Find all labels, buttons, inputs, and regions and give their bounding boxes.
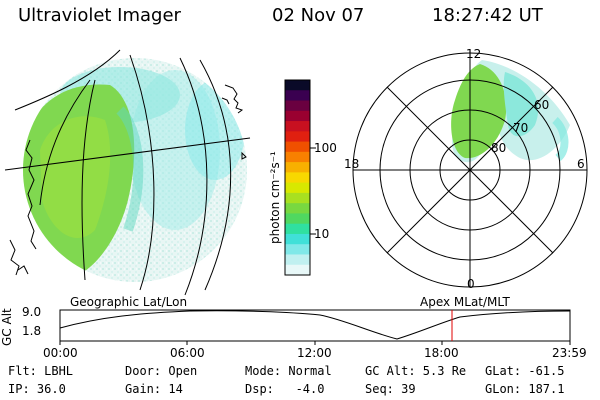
mlt-12-label: 12 xyxy=(466,47,481,61)
apex-label: Apex MLat/MLT xyxy=(420,295,510,309)
color-bar-gradient xyxy=(285,80,310,276)
status-glon: GLon: 187.1 xyxy=(485,382,565,396)
status-dsp: Dsp: -4.0 xyxy=(245,382,325,396)
color-bar-stripe xyxy=(285,172,310,184)
color-bar-stripe xyxy=(285,141,310,153)
polar-plot: 12 18 6 0 60 70 80 xyxy=(344,47,588,291)
color-bar-stripe xyxy=(285,121,310,132)
status-glat: GLat: -61.5 xyxy=(485,364,565,378)
status-seq: Seq: 39 xyxy=(365,382,416,396)
date-label: 02 Nov 07 xyxy=(272,5,365,26)
gc-alt-axis-label: GC Alt xyxy=(0,308,14,346)
colorbar-tick-100: 100 xyxy=(314,141,337,155)
instrument-title: Ultraviolet Imager xyxy=(18,5,181,26)
color-bar-stripe xyxy=(285,203,310,215)
color-bar-stripe xyxy=(285,162,310,173)
x-tick-0600: 06:00 xyxy=(170,346,205,360)
polar-auroral-oval xyxy=(451,60,570,163)
mlat-60-label: 60 xyxy=(534,98,549,112)
mlt-0-label: 0 xyxy=(467,277,475,291)
lat-lon-grid xyxy=(4,49,251,296)
color-bar-stripe xyxy=(285,213,310,225)
status-filter: Flt: LBHL xyxy=(8,364,74,378)
time-label: 18:27:42 UT xyxy=(432,5,543,26)
colorbar-unit-label: photon cm⁻²s⁻¹ xyxy=(268,151,282,244)
color-bar-stripe xyxy=(285,254,310,266)
status-door: Door: Open xyxy=(125,364,198,378)
auroral-emission xyxy=(23,58,247,282)
color-bar-stripe xyxy=(285,90,310,102)
status-gain: Gain: 14 xyxy=(125,382,183,396)
mlat-70-label: 70 xyxy=(513,121,528,135)
color-bar-stripe xyxy=(285,264,310,276)
status-gc-alt: GC Alt: 5.3 Re xyxy=(365,364,467,378)
color-bar-stripe xyxy=(285,233,310,245)
colorbar-tick-10: 10 xyxy=(314,227,330,241)
color-bar-stripe xyxy=(285,131,310,143)
x-tick-0000: 00:00 xyxy=(43,346,78,360)
y-tick-high: 9.0 xyxy=(22,305,42,319)
mlt-18-label: 18 xyxy=(344,157,359,171)
status-ip: IP: 36.0 xyxy=(8,382,66,396)
status-mode: Mode: Normal xyxy=(245,364,332,378)
polar-grid xyxy=(352,52,588,288)
color-bar-stripe xyxy=(285,223,310,235)
color-bar-stripe xyxy=(285,182,310,194)
x-tick-1800: 18:00 xyxy=(424,346,459,360)
color-bar-stripe xyxy=(285,151,310,163)
x-tick-2359: 23:59 xyxy=(552,346,587,360)
y-tick-low: 1.8 xyxy=(22,324,42,338)
geographic-image xyxy=(4,49,251,296)
coastlines xyxy=(9,84,247,276)
color-bar-stripe xyxy=(285,244,310,256)
geographic-label: Geographic Lat/Lon xyxy=(70,295,188,309)
color-bar-stripe xyxy=(285,192,310,204)
altitude-timeline xyxy=(59,309,571,345)
x-tick-1200: 12:00 xyxy=(297,346,332,360)
color-bar xyxy=(284,79,316,276)
color-bar-stripe xyxy=(285,80,310,91)
color-bar-stripe xyxy=(285,110,310,122)
color-bar-stripe xyxy=(285,100,310,112)
altitude-frame xyxy=(59,309,571,345)
mlt-6-label: 6 xyxy=(577,157,585,171)
altitude-curve xyxy=(59,310,571,340)
mlat-80-label: 80 xyxy=(491,141,506,155)
